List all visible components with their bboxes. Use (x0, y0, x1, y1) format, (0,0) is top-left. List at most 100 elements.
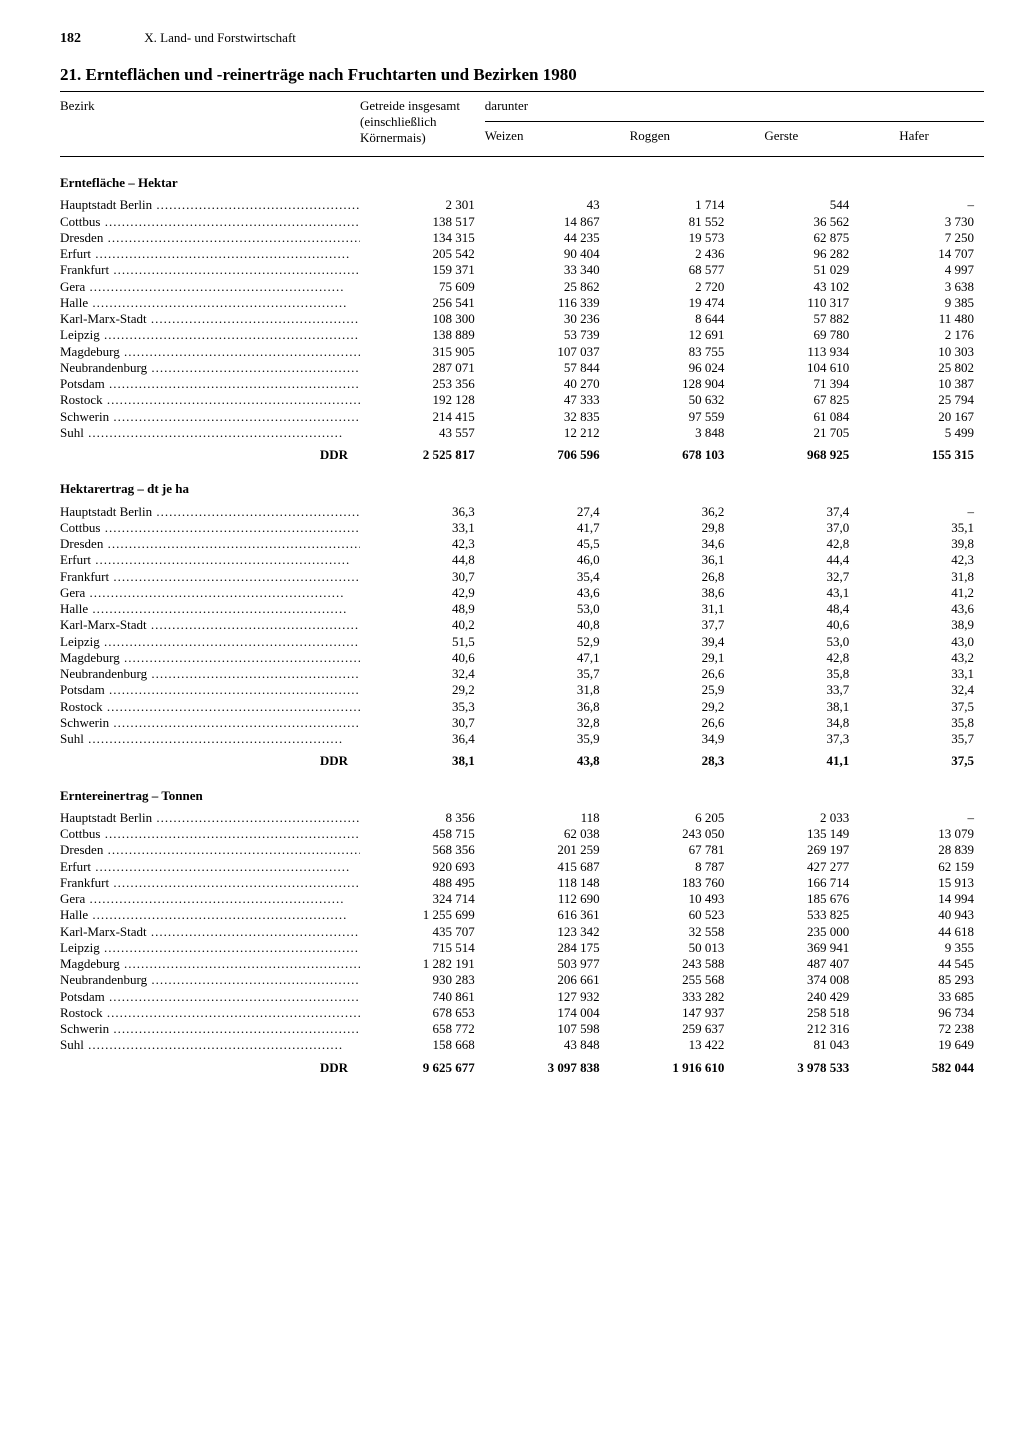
cell-value: 503 977 (485, 956, 610, 972)
cell-value: 324 714 (360, 891, 485, 907)
total-value: 41,1 (734, 747, 859, 769)
cell-value: 256 541 (360, 295, 485, 311)
region-label: Neubrandenburg .........................… (60, 666, 360, 682)
cell-value: 7 250 (859, 230, 984, 246)
cell-value: 166 714 (734, 875, 859, 891)
cell-value: 3 848 (610, 425, 735, 441)
total-value: 38,1 (360, 747, 485, 769)
cell-value: 192 128 (360, 392, 485, 408)
cell-value: 116 339 (485, 295, 610, 311)
cell-value: 61 084 (734, 409, 859, 425)
cell-value: 104 610 (734, 360, 859, 376)
region-label: Cottbus ................................… (60, 520, 360, 536)
cell-value: 183 760 (610, 875, 735, 891)
cell-value: 930 283 (360, 972, 485, 988)
cell-value: 108 300 (360, 311, 485, 327)
table-row: Gera ...................................… (60, 585, 984, 601)
table-body: Erntefläche – HektarHauptstadt Berlin ..… (60, 157, 984, 1076)
cell-value: 2 176 (859, 327, 984, 343)
cell-value: 19 573 (610, 230, 735, 246)
cell-value: 107 037 (485, 344, 610, 360)
chapter-title: X. Land- und Forstwirtschaft (144, 30, 296, 45)
cell-value: 315 905 (360, 344, 485, 360)
cell-value: 62 159 (859, 859, 984, 875)
cell-value: 44 235 (485, 230, 610, 246)
table-row: Magdeburg ..............................… (60, 650, 984, 666)
cell-value: 43,1 (734, 585, 859, 601)
region-label: Karl-Marx-Stadt ........................… (60, 924, 360, 940)
cell-value: 36,1 (610, 552, 735, 568)
cell-value: 12 212 (485, 425, 610, 441)
table-row: Schwerin ...............................… (60, 409, 984, 425)
region-label: Rostock ................................… (60, 1005, 360, 1021)
cell-value: 35,7 (485, 666, 610, 682)
table-row: Suhl ...................................… (60, 425, 984, 441)
cell-value: 32,4 (360, 666, 485, 682)
table-row: Schwerin ...............................… (60, 715, 984, 731)
cell-value: 14 994 (859, 891, 984, 907)
page-number: 182 (60, 31, 81, 46)
table-row: Neubrandenburg .........................… (60, 666, 984, 682)
table-row: Erfurt .................................… (60, 246, 984, 262)
cell-value: 35,7 (859, 731, 984, 747)
cell-value: 287 071 (360, 360, 485, 376)
cell-value: 29,2 (360, 682, 485, 698)
cell-value: 29,8 (610, 520, 735, 536)
cell-value: 36,3 (360, 504, 485, 520)
cell-value: 212 316 (734, 1021, 859, 1037)
cell-value: 147 937 (610, 1005, 735, 1021)
table-row: Frankfurt ..............................… (60, 875, 984, 891)
cell-value: 83 755 (610, 344, 735, 360)
cell-value: 81 552 (610, 214, 735, 230)
cell-value: 37,4 (734, 504, 859, 520)
cell-value: 255 568 (610, 972, 735, 988)
cell-value: 6 205 (610, 810, 735, 826)
cell-value: 43 557 (360, 425, 485, 441)
cell-value: 37,5 (859, 699, 984, 715)
region-label: Schwerin ...............................… (60, 409, 360, 425)
region-label: Schwerin ...............................… (60, 715, 360, 731)
cell-value: 15 913 (859, 875, 984, 891)
cell-value: 118 148 (485, 875, 610, 891)
cell-value: 12 691 (610, 327, 735, 343)
cell-value: 333 282 (610, 989, 735, 1005)
cell-value: 40,8 (485, 617, 610, 633)
cell-value: 19 649 (859, 1037, 984, 1053)
cell-value: 44,4 (734, 552, 859, 568)
cell-value: 40,6 (734, 617, 859, 633)
cell-value: 138 517 (360, 214, 485, 230)
cell-value: 36,8 (485, 699, 610, 715)
cell-value: 134 315 (360, 230, 485, 246)
cell-value: 53 739 (485, 327, 610, 343)
cell-value: 138 889 (360, 327, 485, 343)
cell-value: 205 542 (360, 246, 485, 262)
cell-value: 41,2 (859, 585, 984, 601)
total-value: 706 596 (485, 441, 610, 463)
cell-value: 41,7 (485, 520, 610, 536)
cell-value: 68 577 (610, 262, 735, 278)
table-row: Potsdam ................................… (60, 989, 984, 1005)
cell-value: 9 355 (859, 940, 984, 956)
cell-value: 43,2 (859, 650, 984, 666)
table-row: Halle ..................................… (60, 907, 984, 923)
table-row: Karl-Marx-Stadt ........................… (60, 617, 984, 633)
cell-value: 30,7 (360, 569, 485, 585)
region-label: Gera ...................................… (60, 891, 360, 907)
total-row: DDR9 625 6773 097 8381 916 6103 978 5335… (60, 1054, 984, 1076)
table-row: Karl-Marx-Stadt ........................… (60, 924, 984, 940)
cell-value: 920 693 (360, 859, 485, 875)
cell-value: 32,7 (734, 569, 859, 585)
cell-value: 75 609 (360, 279, 485, 295)
cell-value: 1 255 699 (360, 907, 485, 923)
cell-value: 533 825 (734, 907, 859, 923)
region-label: Dresden ................................… (60, 842, 360, 858)
cell-value: 568 356 (360, 842, 485, 858)
cell-value: 2 436 (610, 246, 735, 262)
cell-value: 3 730 (859, 214, 984, 230)
cell-value: 25 802 (859, 360, 984, 376)
table-row: Potsdam ................................… (60, 682, 984, 698)
region-label: Leipzig ................................… (60, 327, 360, 343)
cell-value: 128 904 (610, 376, 735, 392)
data-table: Bezirk Getreide insgesamt (einschließlic… (60, 92, 984, 1076)
cell-value: 36 562 (734, 214, 859, 230)
